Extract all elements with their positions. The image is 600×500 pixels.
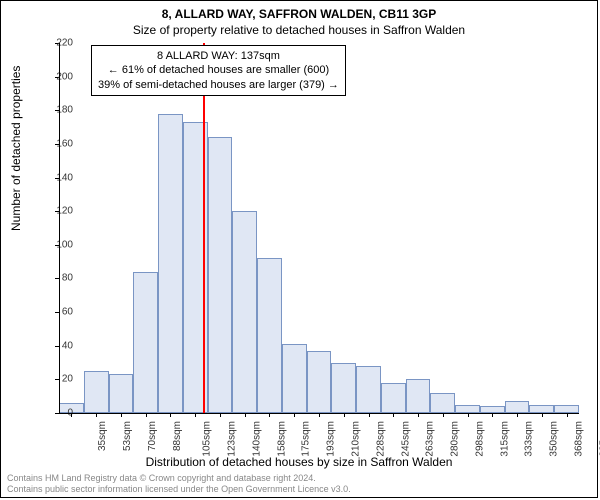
histogram-bar <box>529 405 554 413</box>
x-tick-label: 245sqm <box>400 421 411 457</box>
plot-area <box>59 43 579 413</box>
x-tick-label: 53sqm <box>122 421 133 451</box>
histogram-bar <box>109 374 134 413</box>
x-tick-label: 123sqm <box>227 421 238 457</box>
x-tick-label: 175sqm <box>301 421 312 457</box>
y-tick-label: 40 <box>62 340 73 351</box>
y-tick-label: 60 <box>62 307 73 318</box>
annotation-line3: 39% of semi-detached houses are larger (… <box>98 78 339 92</box>
x-tick-label: 158sqm <box>276 421 287 457</box>
histogram-bar <box>84 371 109 413</box>
footer-line1: Contains HM Land Registry data © Crown c… <box>7 473 351 484</box>
x-tick-label: 280sqm <box>450 421 461 457</box>
x-tick-label: 210sqm <box>351 421 362 457</box>
histogram-bar <box>282 344 307 413</box>
x-tick-label: 333sqm <box>524 421 535 457</box>
histogram-bar <box>505 401 530 413</box>
y-tick-label: 20 <box>62 374 73 385</box>
annotation-line2: ← 61% of detached houses are smaller (60… <box>98 63 339 77</box>
x-tick-label: 35sqm <box>97 421 108 451</box>
threshold-line <box>203 43 205 413</box>
footer-line2: Contains public sector information licen… <box>7 484 351 495</box>
histogram-bar <box>208 137 233 413</box>
annotation-line1: 8 ALLARD WAY: 137sqm <box>98 49 339 63</box>
y-axis-label: Number of detached properties <box>9 66 23 231</box>
y-axis-line <box>59 43 60 413</box>
x-tick-label: 228sqm <box>375 421 386 457</box>
chart-title-sub: Size of property relative to detached ho… <box>1 21 597 37</box>
x-axis-label: Distribution of detached houses by size … <box>1 455 597 469</box>
x-tick-label: 315sqm <box>499 421 510 457</box>
histogram-bar <box>455 405 480 413</box>
chart-container: 8, ALLARD WAY, SAFFRON WALDEN, CB11 3GP … <box>0 0 598 498</box>
x-tick-label: 105sqm <box>202 421 213 457</box>
chart-title-main: 8, ALLARD WAY, SAFFRON WALDEN, CB11 3GP <box>1 1 597 21</box>
histogram-bar <box>158 114 183 413</box>
histogram-bar <box>554 405 579 413</box>
histogram-bar <box>381 383 406 413</box>
histogram-bar <box>406 379 431 413</box>
x-tick-label: 298sqm <box>474 421 485 457</box>
y-tick-label: 80 <box>62 273 73 284</box>
x-tick-label: 88sqm <box>172 421 183 451</box>
x-tick-label: 70sqm <box>147 421 158 451</box>
histogram-bar <box>430 393 455 413</box>
histogram-bar <box>307 351 332 413</box>
x-tick-label: 263sqm <box>425 421 436 457</box>
x-tick-label: 368sqm <box>573 421 584 457</box>
annotation-box: 8 ALLARD WAY: 137sqm ← 61% of detached h… <box>91 45 346 96</box>
histogram-bar <box>331 363 356 413</box>
histogram-bar <box>356 366 381 413</box>
x-tick-label: 140sqm <box>252 421 263 457</box>
x-axis-line <box>59 413 579 414</box>
histogram-bar <box>257 258 282 413</box>
x-tick-label: 193sqm <box>326 421 337 457</box>
histogram-bar <box>232 211 257 413</box>
x-tick-label: 350sqm <box>549 421 560 457</box>
histogram-bar <box>133 272 158 413</box>
histogram-bar <box>480 406 505 413</box>
footer-attribution: Contains HM Land Registry data © Crown c… <box>7 473 351 495</box>
